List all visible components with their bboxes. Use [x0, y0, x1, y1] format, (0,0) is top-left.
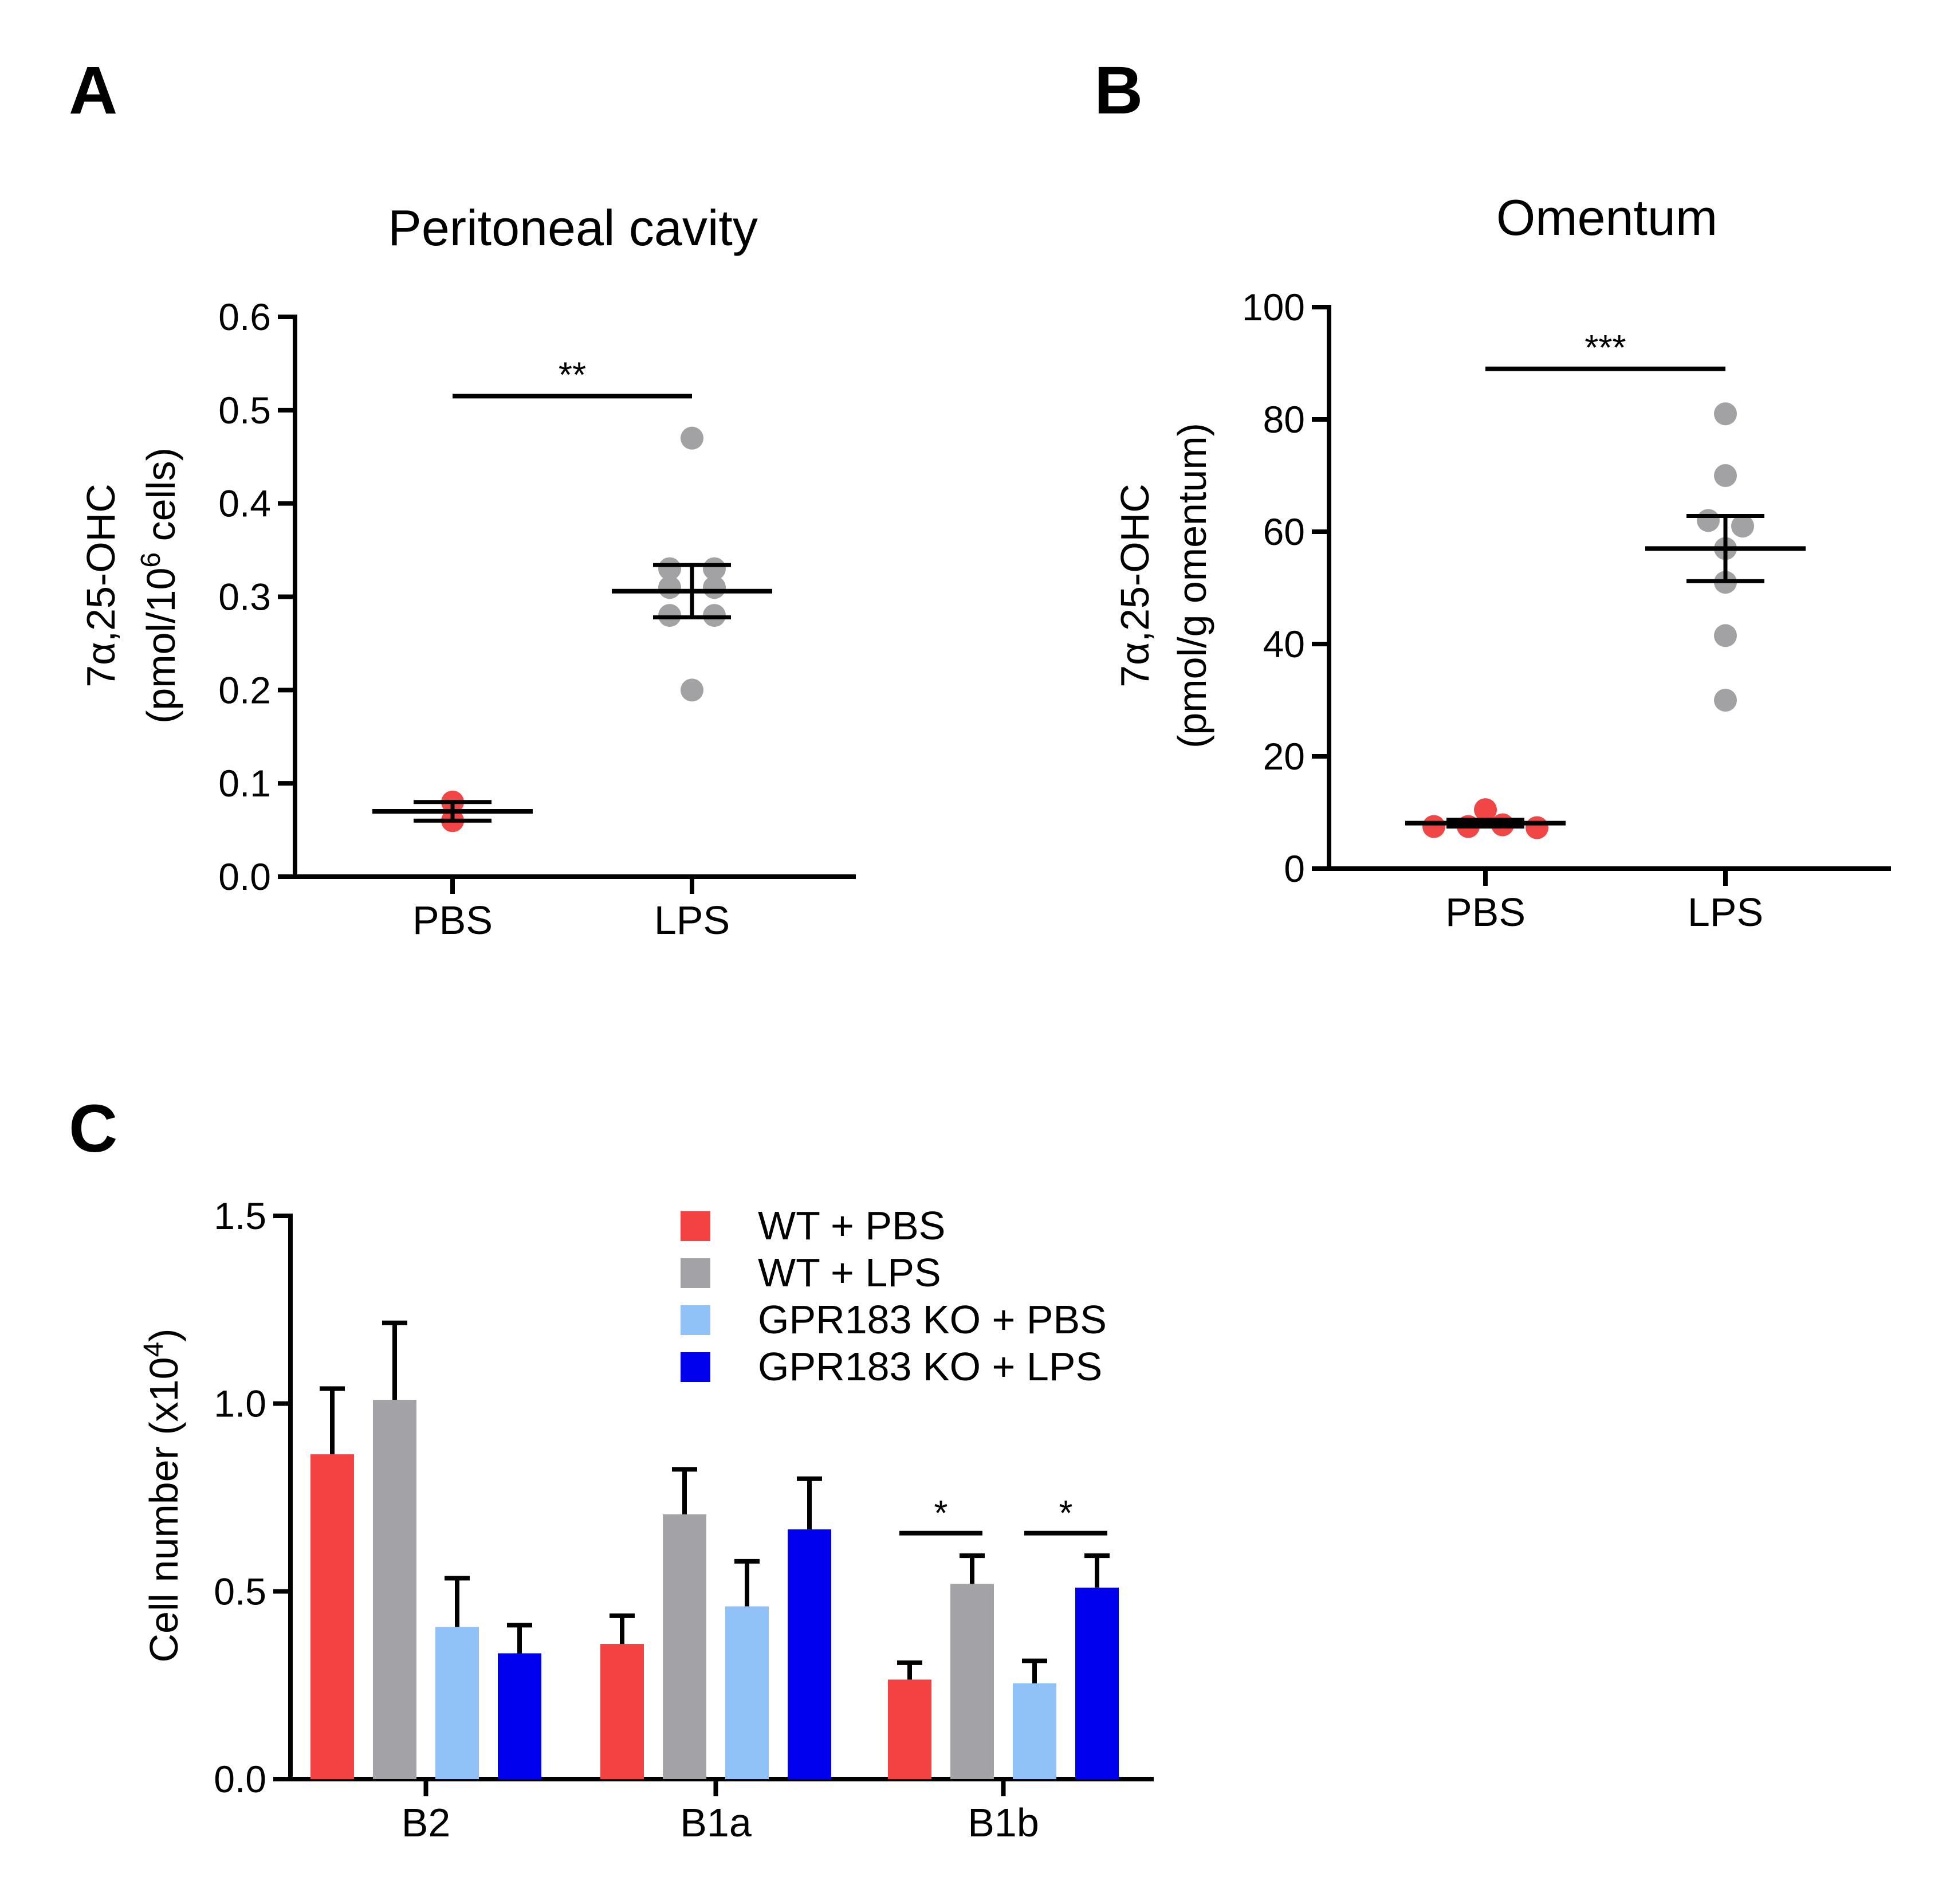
panel-a-chart: Peritoneal cavity 7α,25-OHC (pmol/106 ce…	[78, 199, 856, 943]
panel-c-bar-b1a-series-2	[725, 1606, 769, 1779]
panel-a-x-tick-label: PBS	[412, 898, 493, 943]
panel-c-legend-swatch	[681, 1305, 710, 1335]
panel-c-legend-label: WT + PBS	[758, 1203, 945, 1248]
panel-a-ylabel-sup: 6	[136, 552, 166, 568]
panel-c-x-tick-label: B2	[402, 1800, 451, 1845]
panel-b-y-tick-label: 80	[1263, 398, 1305, 441]
panel-b-y-tick-label: 0	[1284, 847, 1305, 890]
panel-a-y-tick-label: 0.0	[218, 855, 271, 898]
panel-b-point-lps	[1697, 509, 1720, 532]
panel-a-point-lps	[681, 678, 703, 702]
panel-c-y-tick-label: 0.0	[214, 1758, 266, 1800]
panel-c-legend-label: GPR183 KO + PBS	[758, 1297, 1107, 1342]
panel-c-bar-b1a-series-3	[788, 1529, 831, 1779]
panel-c-legend-label: GPR183 KO + LPS	[758, 1344, 1102, 1389]
panel-a-ylabel-line2: (pmol/106 cells)	[136, 447, 183, 724]
panel-b-y-tick-label: 20	[1263, 735, 1305, 778]
panel-b-point-pbs	[1526, 816, 1548, 839]
panel-letter-c: C	[69, 1091, 117, 1167]
panel-c-y-tick-label: 1.5	[214, 1195, 266, 1237]
panel-a-significance-label: **	[559, 355, 586, 395]
panel-c-bar-b2-series-3	[498, 1653, 541, 1779]
panel-b-point-pbs	[1474, 798, 1497, 822]
panel-a-point-lps	[703, 576, 726, 599]
panel-c-bar-b1a-series-1	[663, 1514, 706, 1779]
panel-b-title: Omentum	[1496, 189, 1717, 246]
panel-letter-b: B	[1094, 53, 1143, 128]
panel-a-ylabel-post: cells)	[139, 447, 183, 552]
panel-b-ylabel-line2: (pmol/g omentum)	[1170, 423, 1214, 748]
panel-c-ylabel-close: )	[141, 1328, 186, 1341]
panel-c-bar-b2-series-0	[310, 1454, 354, 1779]
panel-c-significance-label: *	[1059, 1494, 1072, 1533]
panel-b-x-tick-label: PBS	[1445, 890, 1526, 935]
panel-a-x-tick-label: LPS	[654, 898, 730, 943]
panel-a-ylabel-line1: 7α,25-OHC	[78, 484, 123, 688]
panel-b-point-lps	[1714, 464, 1737, 487]
panel-b-point-lps	[1714, 624, 1737, 647]
panel-b-significance-label: ***	[1585, 328, 1626, 368]
panel-b-y-tick-label: 40	[1263, 623, 1305, 665]
panel-c-significance-label: *	[934, 1494, 947, 1533]
panel-a-point-lps	[681, 426, 703, 450]
panel-b-point-lps	[1731, 515, 1754, 538]
panel-c-legend-swatch	[681, 1352, 710, 1382]
panel-c-legend-swatch	[681, 1211, 710, 1241]
panel-a-y-tick-label: 0.1	[218, 762, 271, 804]
panel-b-point-pbs	[1422, 815, 1445, 838]
panel-a-y-tick-label: 0.5	[218, 389, 271, 431]
panel-b-point-lps	[1714, 402, 1737, 426]
panel-c-legend-label: WT + LPS	[758, 1250, 941, 1295]
panel-c-bar-b2-series-1	[373, 1400, 416, 1779]
panel-a-y-tick-label: 0.4	[218, 482, 271, 525]
panel-letter-a: A	[69, 53, 117, 128]
panel-c-bar-b1b-series-2	[1013, 1683, 1056, 1779]
panel-b-x-tick-label: LPS	[1688, 890, 1763, 935]
panel-a-y-tick-label: 0.2	[218, 669, 271, 711]
panel-a-point-lps	[658, 576, 681, 599]
panel-b-y-tick-label: 100	[1242, 286, 1305, 328]
panel-c-bar-b1b-series-3	[1075, 1587, 1119, 1779]
panel-a-ylabel-pre: (pmol/10	[139, 568, 183, 724]
panel-c-ylabel-main: Cell number (x10	[141, 1357, 186, 1663]
panel-c-x-tick-label: B1a	[680, 1800, 752, 1845]
panel-a-title: Peritoneal cavity	[388, 199, 758, 256]
panel-c-y-tick-label: 1.0	[214, 1383, 266, 1425]
panel-c-bar-b1b-series-1	[950, 1584, 994, 1779]
panel-c-chart: Cell number (x104) 0.00.51.01.5B2 B1a B1b …	[139, 1195, 1154, 1845]
panel-c-bar-b2-series-2	[435, 1627, 479, 1779]
panel-c-ylabel: Cell number (x104)	[139, 1328, 186, 1662]
panel-c-bar-b1b-series-0	[888, 1679, 931, 1779]
panel-c-x-tick-label: B1b	[968, 1800, 1039, 1845]
panel-b-y-tick-label: 60	[1263, 511, 1305, 553]
panel-a-y-tick-label: 0.6	[218, 296, 271, 338]
panel-c-bar-b1a-series-0	[600, 1644, 644, 1779]
panel-b-point-lps	[1714, 689, 1737, 712]
panel-c-ylabel-sup: 4	[139, 1342, 169, 1357]
panel-c-legend-swatch	[681, 1258, 710, 1288]
panel-a-y-tick-label: 0.3	[218, 576, 271, 618]
panel-c-y-tick-label: 0.5	[214, 1570, 266, 1612]
panel-b-ylabel-line1: 7α,25-OHC	[1112, 484, 1157, 688]
panel-b-chart: Omentum 7α,25-OHC (pmol/g omentum) 0 20 40…	[1112, 189, 1891, 935]
